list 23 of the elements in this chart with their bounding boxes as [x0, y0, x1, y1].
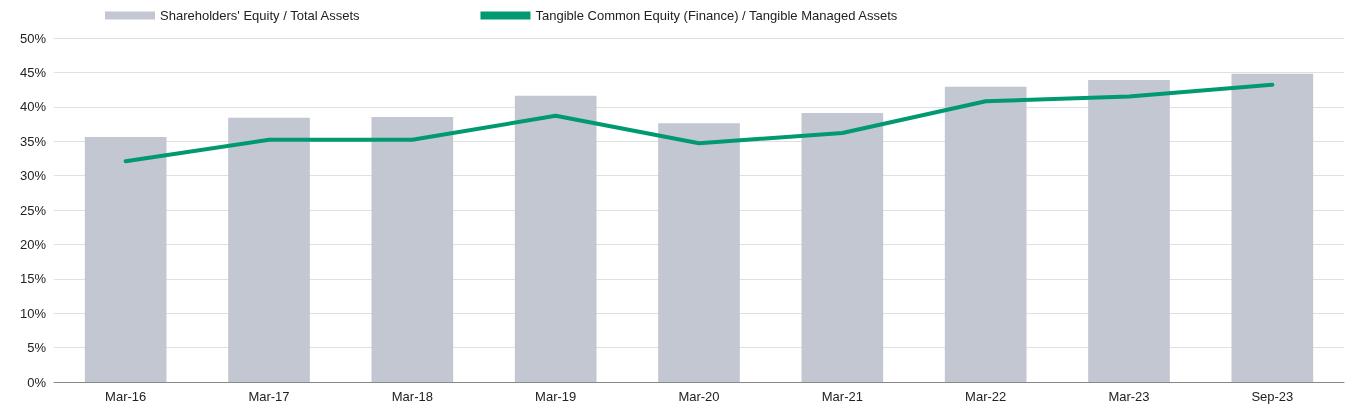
y-tick-label: 20%: [19, 236, 47, 252]
y-tick-label: 15%: [19, 271, 47, 287]
x-tick-label: Mar-17: [248, 389, 290, 404]
x-tick-label: Mar-18: [391, 389, 433, 404]
y-tick-label: 45%: [19, 64, 47, 80]
line-series: [123, 82, 1275, 164]
legend-label: Tangible Common Equity (Finance) / Tangible Managed Assets: [535, 8, 898, 23]
y-tick-label: 10%: [19, 305, 47, 321]
y-tick-label: 5%: [27, 340, 47, 356]
x-tick-label: Sep-23: [1251, 389, 1294, 404]
y-tick-label: 0%: [27, 374, 47, 390]
x-tick-label: Mar-20: [678, 389, 720, 404]
y-tick-label: 40%: [19, 99, 47, 115]
y-tick-label: 50%: [19, 30, 47, 46]
x-tick-label: Mar-23: [1108, 389, 1150, 404]
x-tick-label: Mar-19: [535, 389, 577, 404]
x-tick-label: Mar-22: [965, 389, 1007, 404]
legend-label: Shareholders' Equity / Total Assets: [160, 8, 361, 23]
x-tick-label: Mar-21: [821, 389, 863, 404]
y-tick-label: 25%: [19, 202, 47, 218]
y-tick-label: 30%: [19, 168, 47, 184]
y-tick-label: 35%: [19, 133, 47, 149]
x-tick-label: Mar-16: [105, 389, 147, 404]
